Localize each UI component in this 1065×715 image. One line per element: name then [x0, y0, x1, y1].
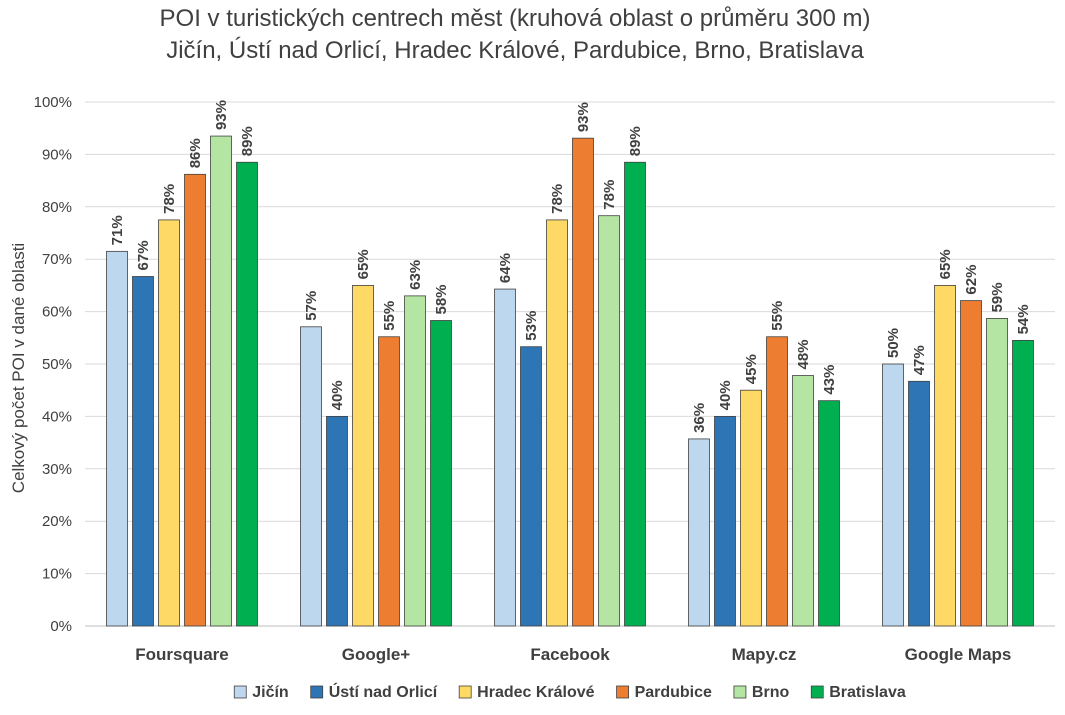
data-label: 67% [135, 240, 152, 270]
legend-label: Brno [752, 684, 790, 701]
bar [908, 380, 930, 627]
y-tick-label: 70% [42, 251, 72, 268]
bar [378, 336, 400, 627]
data-label: 78% [549, 184, 566, 214]
data-label: 50% [885, 328, 902, 358]
category-label: Google+ [342, 645, 411, 664]
data-label: 57% [303, 291, 320, 321]
bar [960, 300, 982, 627]
legend-swatch [810, 685, 824, 699]
data-label: 93% [213, 100, 230, 130]
chart-title: POI v turistických centrech měst (kruhov… [160, 5, 871, 32]
y-tick-label: 90% [42, 146, 72, 163]
legend-label: Pardubice [635, 684, 712, 701]
category-label: Mapy.cz [732, 645, 797, 664]
legend-swatch [233, 685, 247, 699]
data-label: 59% [989, 282, 1006, 312]
legend-swatch [310, 685, 324, 699]
bar [818, 400, 840, 627]
bar [934, 284, 956, 627]
data-label: 78% [601, 180, 618, 210]
chart-subtitle: Jičín, Ústí nad Orlicí, Hradec Králové, … [166, 37, 864, 64]
legend-swatch [733, 685, 747, 699]
y-tick-label: 20% [42, 513, 72, 530]
bar [184, 173, 206, 627]
data-label: 48% [795, 339, 812, 369]
bar [210, 135, 232, 627]
bar [986, 318, 1008, 627]
legend-swatch [616, 685, 629, 699]
data-label: 45% [743, 354, 760, 384]
legend-label: Bratislava [829, 684, 906, 701]
bar [792, 375, 814, 627]
data-label: 89% [239, 126, 256, 156]
category-label: Foursquare [135, 645, 229, 664]
bar [1012, 340, 1034, 627]
bar [158, 219, 180, 627]
category-label: Google Maps [905, 645, 1012, 664]
bar [352, 284, 374, 627]
bar [740, 389, 762, 627]
category-label: Facebook [530, 645, 610, 664]
data-label: 65% [937, 249, 954, 279]
y-tick-label: 10% [42, 566, 72, 583]
data-label: 63% [407, 260, 424, 290]
data-label: 71% [109, 215, 126, 245]
bars [106, 135, 1034, 627]
data-label: 54% [1015, 304, 1032, 334]
bar [326, 415, 348, 627]
bar [494, 288, 516, 627]
y-tick-label: 40% [42, 408, 72, 425]
data-label: 64% [497, 253, 514, 283]
category-labels: Foursquare Google+ Facebook Mapy.cz Google M… [135, 645, 1011, 664]
bar [882, 363, 904, 627]
data-label: 62% [963, 265, 980, 295]
data-label: 47% [911, 345, 928, 375]
data-label: 78% [161, 184, 178, 214]
bar [132, 276, 154, 627]
data-label: 55% [769, 301, 786, 331]
bar [236, 161, 258, 627]
data-label: 36% [691, 403, 708, 433]
bar [766, 336, 788, 627]
legend-label: Jičín [252, 684, 288, 701]
data-label: 55% [381, 301, 398, 331]
bar [572, 137, 594, 627]
y-tick-labels: 0% 10% 20% 30% 40% 50% 60% 70% 80% 90% 100% [34, 94, 72, 635]
data-label: 53% [523, 311, 540, 341]
y-tick-label: 30% [42, 461, 72, 478]
bar [430, 320, 452, 627]
data-label: 40% [717, 380, 734, 410]
y-axis-title: Celkový počet POI v dané oblasti [9, 243, 28, 493]
legend-swatch [458, 685, 472, 699]
data-label: 58% [433, 284, 450, 314]
data-label: 93% [575, 102, 592, 132]
legend-label: Ústí nad Orlicí [329, 682, 438, 701]
legend: Jičín Ústí nad Orlicí Hradec Králové Pardub… [233, 682, 906, 701]
data-label: 43% [821, 365, 838, 395]
bar [598, 215, 620, 627]
bar [300, 326, 322, 627]
y-tick-label: 60% [42, 304, 72, 321]
bar [106, 250, 128, 627]
y-tick-label: 80% [42, 199, 72, 216]
data-label: 40% [329, 380, 346, 410]
bar [714, 415, 736, 627]
y-tick-label: 50% [42, 356, 72, 373]
data-labels: 71% 67% 78% 86% 93% 89% 57% 40% 65% 55% 63% 58% 64% 5… [109, 100, 1032, 433]
data-label: 89% [627, 126, 644, 156]
y-tick-label: 100% [34, 94, 72, 111]
legend-label: Hradec Králové [477, 684, 594, 701]
bar [624, 161, 646, 627]
bar [546, 219, 568, 627]
y-tick-label: 0% [50, 618, 72, 635]
bar [404, 295, 426, 627]
bar [688, 438, 710, 627]
bar [520, 346, 542, 627]
data-label: 86% [187, 138, 204, 168]
data-label: 65% [355, 249, 372, 279]
